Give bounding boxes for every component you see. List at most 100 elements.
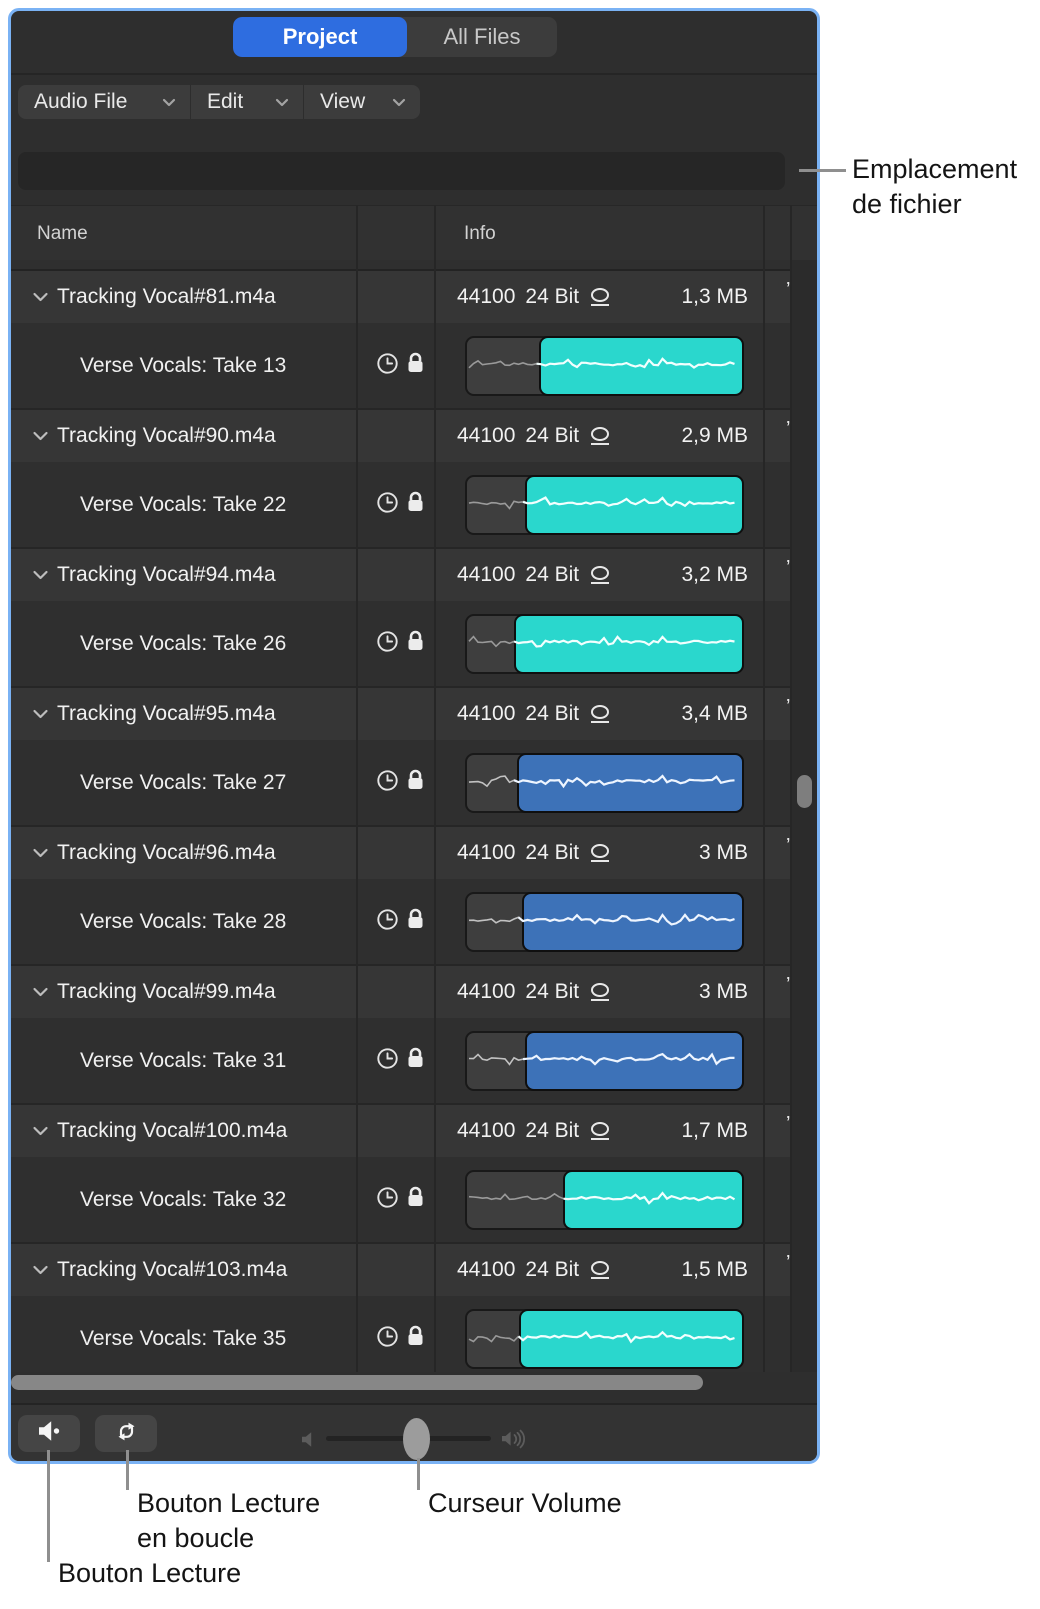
bit-depth: 24 Bit [525, 980, 580, 1003]
take-row[interactable]: Verse Vocals: Take 32 [11, 1157, 817, 1244]
lock-icon[interactable] [406, 490, 425, 519]
lock-icon[interactable] [406, 1324, 425, 1353]
vertical-scrollbar-track[interactable] [792, 260, 817, 1372]
lock-icon[interactable] [406, 1185, 425, 1214]
truncated-length-value: ’ [786, 279, 791, 301]
waveform-cell[interactable] [465, 474, 744, 535]
take-name: Verse Vocals: Take 28 [80, 909, 287, 933]
file-info: 44100 24 Bit 2,9 MB [457, 410, 748, 462]
clock-icon[interactable] [376, 1186, 399, 1214]
file-size: 1,3 MB [681, 285, 748, 308]
play-button[interactable] [18, 1415, 80, 1452]
menu-bar: Audio File Edit View [11, 75, 817, 139]
sample-rate: 44100 [457, 841, 516, 864]
chevron-down-icon [162, 98, 176, 107]
horizontal-scrollbar-thumb[interactable] [11, 1375, 703, 1390]
take-name: Verse Vocals: Take 32 [80, 1187, 287, 1211]
sample-rate: 44100 [457, 1258, 516, 1281]
audio-file-row[interactable]: Tracking Vocal#90.m4a 44100 24 Bit 2,9 MB ’ [11, 410, 817, 462]
menu-audio-file[interactable]: Audio File [18, 85, 190, 119]
take-name: Verse Vocals: Take 31 [80, 1048, 287, 1072]
lock-icon[interactable] [406, 1046, 425, 1075]
column-divider [434, 205, 436, 1372]
audio-file-row[interactable]: Tracking Vocal#99.m4a 44100 24 Bit 3 MB ’ [11, 966, 817, 1018]
audio-file-row[interactable]: Tracking Vocal#103.m4a 44100 24 Bit 1,5 MB ’ [11, 1244, 817, 1296]
table-header: Name Info [11, 205, 817, 261]
disclosure-chevron-icon[interactable] [32, 570, 49, 581]
truncated-length-value: ’ [786, 557, 791, 579]
loop-icon [113, 1420, 140, 1448]
waveform-cell[interactable] [465, 1169, 744, 1230]
clock-icon[interactable] [376, 908, 399, 936]
clock-icon[interactable] [376, 491, 399, 519]
chevron-down-icon [392, 98, 406, 107]
file-info: 44100 24 Bit 1,3 MB [457, 271, 748, 323]
lock-icon[interactable] [406, 629, 425, 658]
file-location-field[interactable] [18, 152, 785, 190]
tempo-info-icon [591, 844, 610, 862]
column-header-name[interactable]: Name [37, 222, 88, 244]
bit-depth: 24 Bit [525, 1119, 580, 1142]
take-row[interactable]: Verse Vocals: Take 26 [11, 601, 817, 688]
file-info: 44100 24 Bit 1,5 MB [457, 1244, 748, 1296]
lock-icon[interactable] [406, 907, 425, 936]
file-size: 2,9 MB [681, 424, 748, 447]
waveform-cell[interactable] [465, 752, 744, 813]
waveform-cell[interactable] [465, 1308, 744, 1369]
browser-tabs: Project All Files [233, 17, 557, 57]
lock-icon[interactable] [406, 351, 425, 380]
bit-depth: 24 Bit [525, 285, 580, 308]
vertical-scrollbar-thumb[interactable] [797, 775, 812, 808]
column-divider [763, 205, 765, 1372]
file-name: Tracking Vocal#96.m4a [57, 841, 276, 864]
audio-file-row[interactable]: Tracking Vocal#100.m4a 44100 24 Bit 1,7 MB ’ [11, 1105, 817, 1157]
clock-icon[interactable] [376, 630, 399, 658]
take-row[interactable]: Verse Vocals: Take 31 [11, 1018, 817, 1105]
disclosure-chevron-icon[interactable] [32, 1265, 49, 1276]
take-row[interactable]: Verse Vocals: Take 35 [11, 1296, 817, 1372]
waveform-cell[interactable] [465, 335, 744, 396]
waveform-cell[interactable] [465, 613, 744, 674]
disclosure-chevron-icon[interactable] [32, 848, 49, 859]
bit-depth: 24 Bit [525, 424, 580, 447]
callout-line-file-location [799, 169, 846, 172]
file-name: Tracking Vocal#90.m4a [57, 424, 276, 447]
disclosure-chevron-icon[interactable] [32, 1126, 49, 1137]
waveform-cell[interactable] [465, 891, 744, 952]
sample-rate: 44100 [457, 424, 516, 447]
tempo-info-icon [591, 705, 610, 723]
clock-icon[interactable] [376, 1047, 399, 1075]
disclosure-chevron-icon[interactable] [32, 431, 49, 442]
callout-file-location: Emplacement de fichier [852, 154, 1018, 219]
disclosure-chevron-icon[interactable] [32, 292, 49, 303]
column-header-info[interactable]: Info [464, 222, 496, 244]
audio-file-row[interactable]: Tracking Vocal#96.m4a 44100 24 Bit 3 MB ’ [11, 827, 817, 879]
file-name: Tracking Vocal#95.m4a [57, 702, 276, 725]
tab-all-files[interactable]: All Files [443, 24, 521, 49]
audio-file-row[interactable]: Tracking Vocal#94.m4a 44100 24 Bit 3,2 MB ’ [11, 549, 817, 601]
sample-rate: 44100 [457, 980, 516, 1003]
take-row[interactable]: Verse Vocals: Take 13 [11, 323, 817, 410]
menu-edit[interactable]: Edit [190, 85, 303, 119]
tab-project[interactable]: Project [233, 17, 407, 57]
take-row[interactable]: Verse Vocals: Take 22 [11, 462, 817, 549]
take-row[interactable]: Verse Vocals: Take 27 [11, 740, 817, 827]
callout-line-play [47, 1450, 50, 1562]
menu-view[interactable]: View [303, 85, 420, 119]
clock-icon[interactable] [376, 769, 399, 797]
clock-icon[interactable] [376, 352, 399, 380]
disclosure-chevron-icon[interactable] [32, 709, 49, 720]
clock-icon[interactable] [376, 1325, 399, 1353]
sample-rate: 44100 [457, 1119, 516, 1142]
waveform-cell[interactable] [465, 1030, 744, 1091]
volume-slider-thumb[interactable] [403, 1418, 430, 1460]
audio-file-row[interactable]: Tracking Vocal#95.m4a 44100 24 Bit 3,4 MB ’ [11, 688, 817, 740]
disclosure-chevron-icon[interactable] [32, 987, 49, 998]
audio-file-row[interactable]: Tracking Vocal#81.m4a 44100 24 Bit 1,3 MB ’ [11, 271, 817, 323]
take-row[interactable]: Verse Vocals: Take 28 [11, 879, 817, 966]
lock-icon[interactable] [406, 768, 425, 797]
take-name: Verse Vocals: Take 13 [80, 353, 287, 377]
menu-audio-file-label: Audio File [34, 90, 128, 113]
loop-playback-button[interactable] [95, 1415, 157, 1452]
